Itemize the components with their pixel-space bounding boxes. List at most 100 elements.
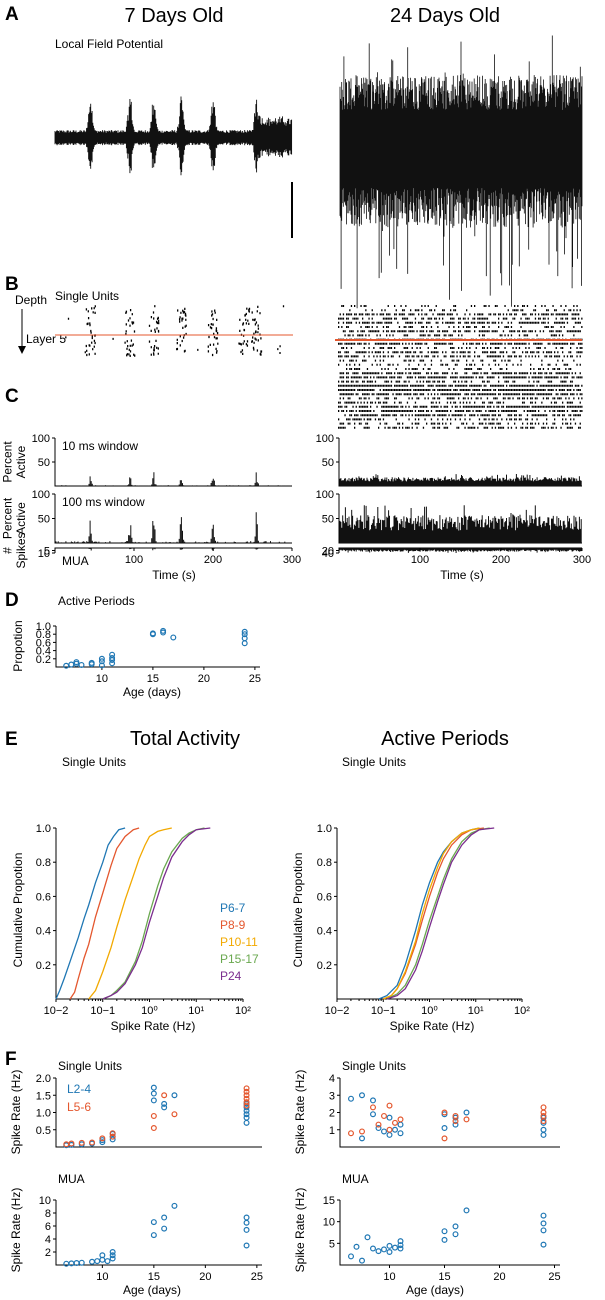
f-point-0-l5-6-8: [150, 1125, 157, 1132]
f-point-3-l2-4-11: [397, 1242, 404, 1249]
f-point-2-l2-4-17: [243, 1214, 250, 1221]
panel-letter-e: E: [5, 729, 18, 750]
e-yticklabel-total-4: 1.0: [36, 823, 51, 835]
d-yticklabel-0: 0.2: [36, 654, 51, 666]
e-title-active: Active Periods: [381, 728, 509, 750]
d-point-21: [241, 631, 248, 638]
f-point-3-l2-4-13: [441, 1228, 448, 1235]
e-line-active-p15-17: [386, 827, 490, 1000]
d-point-19: [241, 640, 248, 647]
f-point-1-l5-6-4: [381, 1112, 388, 1119]
f-point-2-l2-4-4: [89, 1258, 96, 1265]
c-rowlabel-1: 100 ms window: [62, 495, 145, 509]
c-bars-left-0: [61, 472, 291, 486]
c-yticklabel-left-1-0: 50: [38, 514, 50, 526]
f-point-3-l2-4-12: [397, 1245, 404, 1252]
d-point-6: [88, 659, 95, 666]
f-point-3-l2-4-9: [392, 1244, 399, 1251]
f-point-0-l5-6-2: [78, 1139, 85, 1146]
e-yticklabel-active-4: 1.0: [317, 823, 332, 835]
f-point-1-l2-4-2: [359, 1135, 366, 1142]
e-yticklabel-active-3: 0.8: [317, 857, 332, 869]
f-yticklabel-3-2: 15: [323, 1195, 335, 1207]
depth-arrow-head: [18, 346, 26, 354]
cumulative-spike-rate: 0.2 0.4 0.6 0.8 1.0 10−2 10−1 10⁰ 10¹ 10² 0.2 0.4 0.…: [36, 823, 531, 1017]
d-point-20: [241, 635, 248, 642]
f-title-su-left: Single Units: [58, 1059, 122, 1073]
f-yticklabel-1-0: 1: [329, 1125, 335, 1137]
f-point-0-l2-4-6: [109, 1136, 116, 1143]
d-xticklabel-2: 20: [198, 673, 210, 685]
e-yticklabel-active-0: 0.2: [317, 960, 332, 972]
f-xticklabel-3-3: 25: [548, 1271, 560, 1283]
e-xlabel-right: Spike Rate (Hz): [390, 1019, 475, 1033]
c-yticklabel-left-0-0: 50: [38, 457, 50, 469]
d-point-1: [68, 661, 75, 668]
c-rowlabel-2: MUA: [62, 554, 89, 568]
d-xlabel: Age (days): [123, 685, 181, 699]
e-yticklabel-active-1: 0.4: [317, 926, 332, 938]
f-point-0-l5-6-15: [243, 1099, 250, 1106]
c-bars-right-1: [339, 505, 582, 543]
f-point-0-l5-6-9: [161, 1092, 168, 1099]
f-axes-0: [55, 1078, 262, 1148]
f-point-0-l5-6-14: [243, 1095, 250, 1102]
f-axes-2: [55, 1200, 262, 1266]
f-point-3-l2-4-2: [359, 1257, 366, 1264]
f-point-2-l2-4-15: [161, 1225, 168, 1232]
f-point-0-l5-6-13: [243, 1092, 250, 1099]
column-title-24-days: 24 Days Old: [390, 5, 500, 27]
e-line-total-p24: [102, 827, 211, 1000]
c-xticklabel-left-0: 100: [125, 554, 143, 566]
f-yticklabel-0-2: 1.5: [36, 1090, 51, 1102]
e-subtitle-left: Single Units: [62, 755, 126, 769]
e-line-active-p24: [386, 827, 495, 1000]
layer5-label: Layer 5: [26, 332, 66, 346]
f-point-3-l2-4-10: [397, 1238, 404, 1245]
lfp-trace-p24: [339, 35, 583, 309]
e-xticklabel-total-4: 10²: [235, 1005, 251, 1017]
f-point-2-l2-4-7: [99, 1252, 106, 1259]
c-yticklabel-right-0-1: 100: [316, 433, 334, 445]
f-yticklabel-2-0: 2: [45, 1247, 51, 1259]
f-point-3-l2-4-6: [381, 1246, 388, 1253]
active-periods-scatter: 0.20.40.60.81.0 10 15 20 25: [36, 621, 261, 685]
e-subtitle-right: Single Units: [342, 755, 406, 769]
c-yticklabel-left-0-1: 100: [32, 433, 50, 445]
f-ylabel-mua-right: Spike Rate (Hz): [293, 1188, 307, 1273]
e-yticklabel-active-2: 0.6: [317, 891, 332, 903]
c-xticklabel-left-2: 300: [283, 554, 301, 566]
f-point-0-l2-4-11: [150, 1097, 157, 1104]
legend-p8-9: P8-9: [220, 918, 246, 932]
f-point-0-l5-6-1: [68, 1140, 75, 1147]
c-xlabel-p24: Time (s): [440, 568, 484, 582]
f-point-0-l5-6-4: [99, 1135, 106, 1142]
c-bars-left-1: [55, 512, 286, 543]
f-xticklabel-2-3: 25: [251, 1271, 263, 1283]
f-point-2-l2-4-10: [109, 1252, 116, 1259]
e-xlabel-left: Spike Rate (Hz): [111, 1019, 196, 1033]
f-point-1-l2-4-3: [370, 1097, 377, 1104]
f-point-0-l2-4-13: [161, 1104, 168, 1111]
raster-p7-spikes: [65, 305, 285, 357]
d-yticklabel-2: 0.6: [36, 637, 51, 649]
f-xticklabel-3-1: 15: [438, 1271, 450, 1283]
e-line-total-p8-9: [69, 827, 140, 1000]
f-point-1-l5-6-8: [397, 1116, 404, 1123]
f-point-1-l5-6-9: [441, 1109, 448, 1116]
c-bars-right-2: [339, 548, 582, 553]
legend-l5-6: L5-6: [67, 1100, 91, 1114]
f-yticklabel-2-4: 10: [39, 1195, 51, 1207]
d-point-17: [160, 627, 167, 634]
lfp-trace-p24-path: [339, 35, 583, 309]
lfp-trace-p7-path: [54, 96, 293, 176]
f-point-1-l2-4-8: [386, 1131, 393, 1138]
f-point-3-l2-4-15: [452, 1223, 459, 1230]
e-line-total-p10-11: [88, 827, 172, 1000]
e-line-total-p6-7: [55, 827, 126, 1000]
f-yticklabel-3-1: 10: [323, 1217, 335, 1229]
d-point-9: [98, 655, 105, 662]
f-point-3-l2-4-16: [452, 1231, 459, 1238]
d-yticklabel-3: 0.8: [36, 629, 51, 641]
